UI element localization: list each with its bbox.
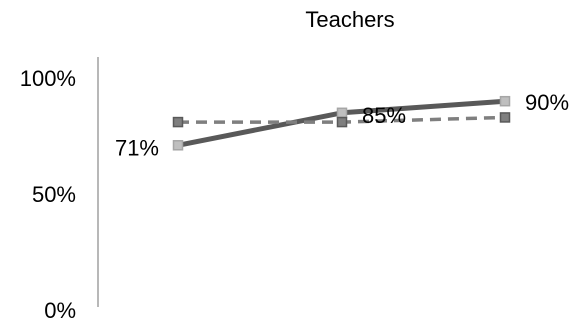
series-1-point-3 — [499, 95, 511, 107]
y-tick-label: 100% — [20, 66, 76, 91]
chart-title: Teachers — [305, 7, 394, 32]
series-layer — [172, 95, 511, 151]
data-label: 85% — [362, 103, 406, 128]
series-1-point-2 — [336, 107, 348, 119]
data-labels: 71% 85% 90% — [115, 90, 569, 160]
data-label: 90% — [525, 90, 569, 115]
series-2-point-1 — [172, 116, 184, 128]
data-label: 71% — [115, 135, 159, 160]
y-tick-label: 50% — [32, 182, 76, 207]
series-2-point-3 — [499, 112, 511, 123]
series-1-point-1 — [172, 140, 184, 151]
y-tick-label: 0% — [44, 298, 76, 322]
y-axis-ticks: 0% 50% 100% — [20, 66, 76, 322]
series-2-point-2 — [336, 116, 348, 128]
